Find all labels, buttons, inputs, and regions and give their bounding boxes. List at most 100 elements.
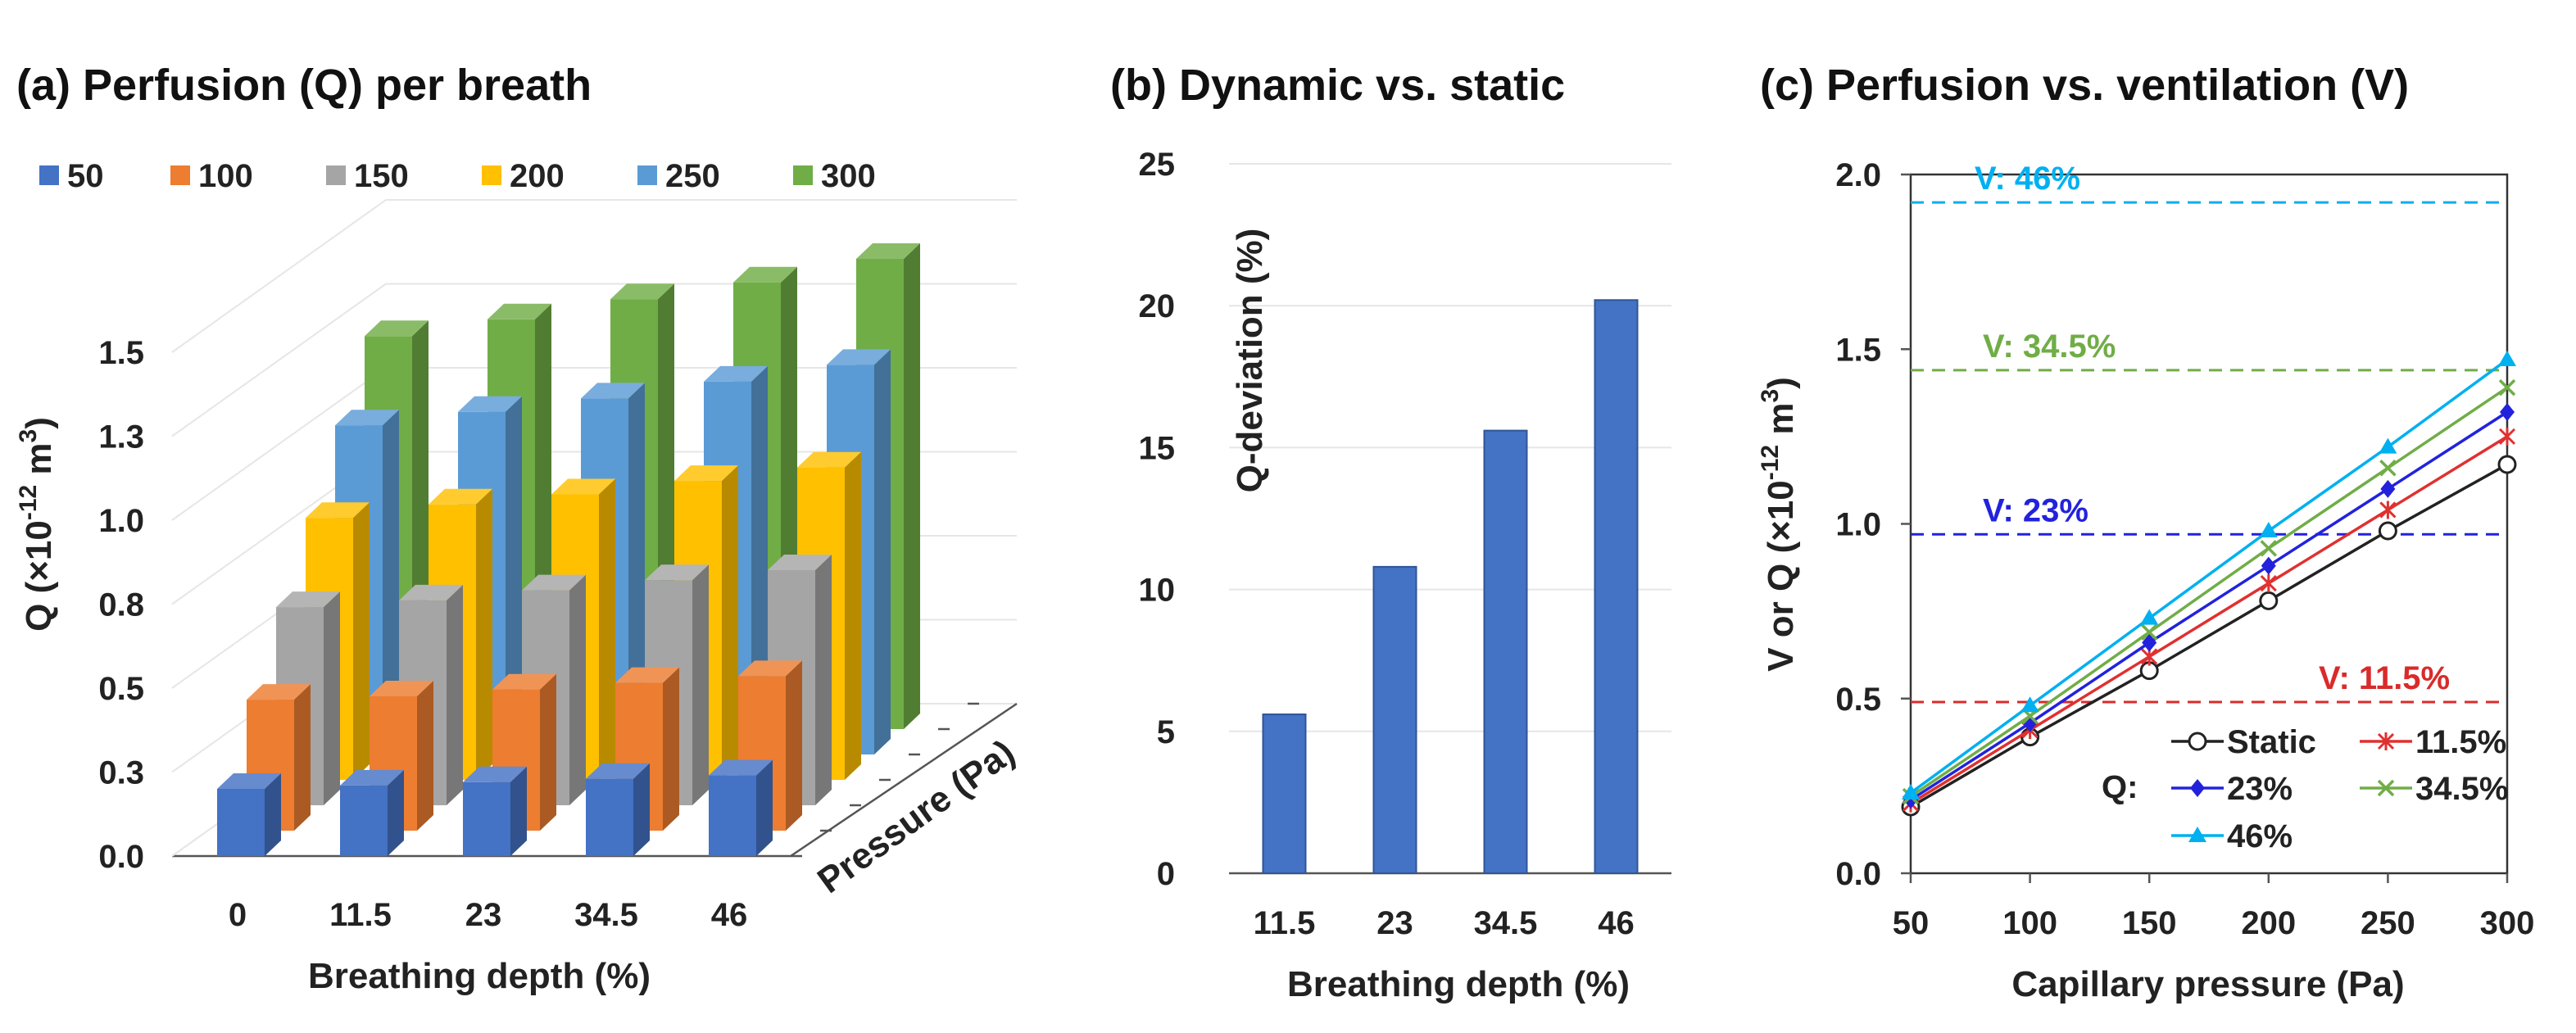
panel-a-y-tick: 0.0 [98, 839, 144, 875]
series-line [1910, 463, 2508, 809]
panel-c-y-tick: 1.0 [1835, 507, 1881, 543]
legend-item-46%: 46% [2171, 818, 2293, 854]
panel-c-x-tick: 300 [2480, 905, 2535, 941]
panel-a-y-tick: 0.5 [98, 671, 144, 707]
legend-item-50: 50 [39, 158, 104, 194]
legend-swatch [39, 165, 59, 185]
bar-front [340, 785, 388, 856]
bar-side [383, 410, 399, 754]
series-34.5% [1902, 378, 2516, 805]
legend-label: 50 [67, 158, 104, 194]
panel-b-y-tick: 20 [1139, 288, 1176, 324]
bar-side [510, 766, 527, 856]
legend-swatch [482, 165, 501, 185]
panel-c-y-axis-label: V or Q (×10-12 m3) [1757, 377, 1801, 672]
panel-b: (b) Dynamic vs. static 0 5 10 15 20 25 11.5 23… [1110, 61, 1671, 1004]
panel-b-y-tick: 10 [1139, 573, 1176, 609]
legend-label: 11.5% [2415, 724, 2506, 760]
panel-b-x-ticks: 11.5 23 34.5 46 [1254, 905, 1635, 941]
panel-b-title: (b) Dynamic vs. static [1110, 61, 1565, 110]
panel-a-y-axis-label: Q (×10-12 m3) [15, 417, 59, 632]
bar-side [722, 465, 738, 780]
panel-a-side-gridline [171, 283, 387, 437]
legend-label: Static [2227, 724, 2316, 760]
legend-item-300: 300 [793, 158, 876, 194]
bar-top [399, 584, 463, 600]
bar-front [217, 789, 265, 856]
panel-c-reference-lines: V: 11.5% V: 23% V: 34.5% V: 46% [1911, 161, 2507, 704]
panel-a-y-tick: 0.8 [98, 587, 144, 623]
panel-b-y-tick: 0 [1157, 856, 1175, 892]
bar-side [904, 243, 920, 729]
panel-c-y-tick: 0.0 [1835, 856, 1881, 892]
bar-top [645, 564, 709, 581]
panel-b-bar-23 [1372, 565, 1417, 874]
legend-swatch [793, 165, 813, 185]
bar-top [586, 763, 650, 779]
panel-a-bars [217, 243, 920, 856]
panel-c-x-tick: 50 [1893, 905, 1930, 941]
bar-50-11.5 [340, 769, 404, 856]
reference-label: V: 23% [1983, 492, 2088, 528]
bar-50-46 [709, 759, 773, 856]
bar-50-0 [217, 773, 281, 856]
panel-b-x-axis-label: Breathing depth (%) [1287, 964, 1630, 1004]
bar-front [463, 782, 510, 856]
data-point [2377, 732, 2395, 750]
bar-top [610, 283, 674, 300]
data-point [2379, 437, 2397, 454]
panel-b-x-tick: 23 [1376, 905, 1413, 941]
bar-top [704, 365, 768, 382]
panel-c-x-tick: 250 [2361, 905, 2415, 941]
bar-front [586, 778, 633, 856]
reference-label: V: 46% [1975, 161, 2080, 197]
panel-b-y-tick: 25 [1139, 147, 1176, 183]
bar-side [447, 584, 463, 805]
data-point [2498, 427, 2516, 446]
panel-c-title: (c) Perfusion vs. ventilation (V) [1760, 61, 2409, 110]
series-line [1909, 358, 2509, 795]
bar-top [488, 303, 551, 319]
panel-a-x-tick: 34.5 [574, 897, 638, 933]
bar-top [217, 773, 281, 789]
panel-a-x-ticks: 0 11.5 23 34.5 46 [229, 897, 747, 933]
bar-side [633, 763, 650, 856]
panel-a-y-ticks: 0.0 0.3 0.5 0.8 1.0 1.3 1.5 [98, 335, 144, 875]
panel-c-y-tick: 1.5 [1835, 332, 1881, 368]
data-point [2380, 479, 2396, 498]
panel-b-bar-11.5 [1262, 714, 1307, 874]
legend-label: 150 [354, 158, 409, 194]
bar-side [599, 478, 615, 780]
panel-b-x-tick: 34.5 [1474, 905, 1538, 941]
legend-label: 23% [2227, 771, 2293, 807]
data-point [2188, 827, 2206, 842]
panel-c: (c) Perfusion vs. ventilation (V) V: 11.… [1757, 61, 2534, 1004]
panel-c-y-tick: 0.5 [1835, 682, 1881, 718]
bar-side [324, 591, 340, 805]
bar-side [751, 365, 768, 754]
series-line [1910, 410, 2508, 801]
panel-a-legend: 50 100 150 200 250 300 [39, 158, 876, 194]
data-point [2379, 460, 2397, 477]
panel-a: (a) Perfusion (Q) per breath 50 100 150 200… [15, 61, 1022, 996]
panel-c-x-ticks: 50 100 150 200 250 300 [1893, 905, 2535, 941]
panel-b-bar-46 [1594, 299, 1639, 875]
bar-side [476, 488, 492, 780]
legend-item-11.5%: 11.5% [2360, 724, 2506, 760]
bar-top [463, 766, 527, 782]
bar-side [294, 684, 311, 831]
panel-a-x-tick: 0 [229, 897, 247, 933]
bar-top [365, 320, 429, 337]
panel-a-y-tick: 0.3 [98, 755, 144, 791]
panel-b-y-tick: 15 [1139, 430, 1176, 466]
bar-top [674, 465, 738, 482]
legend-label: 100 [198, 158, 253, 194]
legend-item-250: 250 [637, 158, 720, 194]
data-point [2497, 455, 2517, 474]
bar-top [522, 574, 586, 591]
data-point [2498, 351, 2516, 367]
data-point [2188, 732, 2207, 751]
bar-top [335, 410, 399, 426]
panel-b-bars [1262, 299, 1639, 875]
